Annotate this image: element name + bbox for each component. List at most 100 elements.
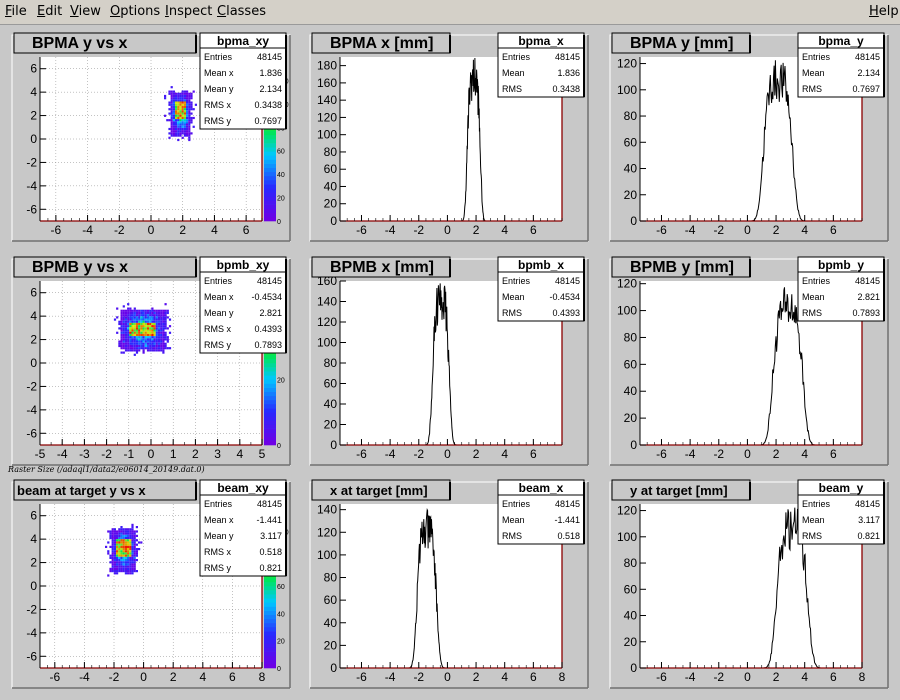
heatmap-cell bbox=[124, 545, 127, 548]
chart-panel-1: 020406080100120-6-4-20246-6-4-20246BPMA … bbox=[11, 32, 291, 242]
y-tick-label: 20 bbox=[624, 188, 638, 202]
heatmap-cell bbox=[133, 543, 136, 546]
heatmap-cell bbox=[153, 329, 156, 332]
heatmap-cell bbox=[129, 347, 132, 350]
menu-classes[interactable]: Classes bbox=[217, 4, 266, 19]
heatmap-cell bbox=[144, 322, 147, 326]
heatmap-cell bbox=[146, 311, 150, 315]
heatmap-cell bbox=[155, 329, 158, 332]
heatmap-cell bbox=[188, 110, 191, 113]
heatmap-cell bbox=[127, 318, 130, 321]
heatmap-cell bbox=[155, 344, 158, 348]
heatmap-cell bbox=[177, 112, 180, 115]
palette-band bbox=[264, 622, 276, 628]
palette-band bbox=[264, 440, 276, 446]
heatmap-cell bbox=[170, 105, 173, 109]
menu-view[interactable]: View bbox=[70, 4, 101, 19]
stats-value: 2.821 bbox=[259, 308, 282, 318]
x-tick-label: -1 bbox=[123, 447, 134, 461]
palette-band bbox=[264, 147, 276, 152]
heatmap-cell bbox=[153, 320, 156, 323]
heatmap-cell bbox=[113, 318, 117, 321]
y-tick-label: 0 bbox=[330, 438, 337, 452]
heatmap-cell bbox=[116, 532, 119, 535]
x-tick-label: -3 bbox=[79, 447, 90, 461]
heatmap-cell bbox=[133, 545, 136, 548]
stats-label: RMS bbox=[802, 84, 822, 94]
y-tick-label: -4 bbox=[26, 403, 37, 417]
x-tick-label: -4 bbox=[57, 447, 68, 461]
heatmap-cell bbox=[138, 331, 141, 334]
heatmap-cell bbox=[166, 119, 169, 122]
menu-file[interactable]: File bbox=[5, 4, 27, 19]
stats-value: 0.821 bbox=[259, 563, 282, 573]
heatmap-cell bbox=[124, 541, 127, 544]
heatmap-cell bbox=[109, 530, 112, 533]
heatmap-cell bbox=[183, 127, 186, 131]
palette-tick-label: 60 bbox=[277, 584, 285, 591]
y-tick-label: 140 bbox=[317, 503, 337, 517]
heatmap-cell bbox=[120, 548, 123, 551]
heatmap-cell bbox=[109, 561, 112, 564]
stats-label: Mean x bbox=[204, 292, 234, 302]
heatmap-cell bbox=[120, 545, 123, 548]
heatmap-cell bbox=[138, 338, 141, 341]
heatmap-cell bbox=[111, 561, 114, 564]
heatmap-cell bbox=[151, 344, 154, 348]
heatmap-cell bbox=[157, 327, 161, 330]
heatmap-cell bbox=[127, 320, 130, 323]
heatmap-cell bbox=[131, 311, 134, 315]
menu-help[interactable]: Help bbox=[869, 4, 899, 19]
y-tick-label: -4 bbox=[26, 626, 37, 640]
heatmap-cell bbox=[186, 108, 189, 111]
menu-options[interactable]: Options bbox=[110, 4, 160, 19]
heatmap-cell bbox=[129, 314, 132, 317]
heatmap-cell bbox=[160, 322, 163, 326]
stats-value: -0.4534 bbox=[549, 292, 580, 302]
heatmap-cell bbox=[127, 570, 130, 573]
heatmap-cell bbox=[188, 103, 191, 106]
heatmap-cell bbox=[179, 101, 182, 104]
stats-title: bpmb_xy bbox=[217, 258, 270, 272]
heatmap-cell bbox=[162, 331, 165, 334]
heatmap-cell bbox=[135, 333, 139, 337]
heatmap-cell bbox=[146, 340, 150, 343]
heatmap-cell bbox=[179, 114, 182, 117]
heatmap-cell bbox=[129, 532, 132, 535]
heatmap-cell bbox=[131, 545, 134, 548]
x-tick-label: 0 bbox=[148, 223, 155, 237]
heatmap-cell bbox=[138, 316, 141, 319]
heatmap-cell bbox=[120, 563, 123, 566]
heatmap-cell bbox=[120, 311, 123, 315]
menu-file-mnemonic: F bbox=[5, 4, 12, 19]
stats-label: RMS x bbox=[204, 547, 232, 557]
heatmap-cell bbox=[129, 344, 132, 348]
heatmap-cell bbox=[133, 320, 136, 323]
heatmap-cell bbox=[135, 327, 139, 330]
canvas-svg[interactable]: 020406080100120-6-4-20246-6-4-20246BPMA … bbox=[0, 25, 900, 700]
menu-inspect[interactable]: Inspect bbox=[165, 4, 212, 19]
heatmap-cell bbox=[181, 90, 184, 93]
y-tick-label: 0 bbox=[630, 214, 637, 228]
heatmap-cell bbox=[135, 314, 139, 317]
menu-bar: File Edit View Options Inspect Classes H… bbox=[0, 0, 900, 25]
root-canvas[interactable]: 020406080100120-6-4-20246-6-4-20246BPMA … bbox=[0, 25, 900, 700]
heatmap-cell bbox=[155, 309, 158, 312]
palette-tick-label: 60 bbox=[277, 149, 285, 156]
heatmap-cell bbox=[160, 309, 163, 312]
heatmap-cell bbox=[164, 320, 167, 323]
heatmap-cell bbox=[186, 132, 189, 135]
heatmap-cell bbox=[175, 114, 178, 117]
heatmap-cell bbox=[190, 97, 193, 100]
heatmap-cell bbox=[168, 347, 172, 350]
y-tick-label: 0 bbox=[30, 132, 37, 146]
heatmap-cell bbox=[138, 344, 141, 348]
heatmap-cell bbox=[183, 134, 186, 137]
heatmap-cell bbox=[131, 322, 134, 326]
heatmap-cell bbox=[179, 116, 182, 120]
menu-edit[interactable]: Edit bbox=[37, 4, 62, 19]
heatmap-cell bbox=[118, 539, 121, 542]
